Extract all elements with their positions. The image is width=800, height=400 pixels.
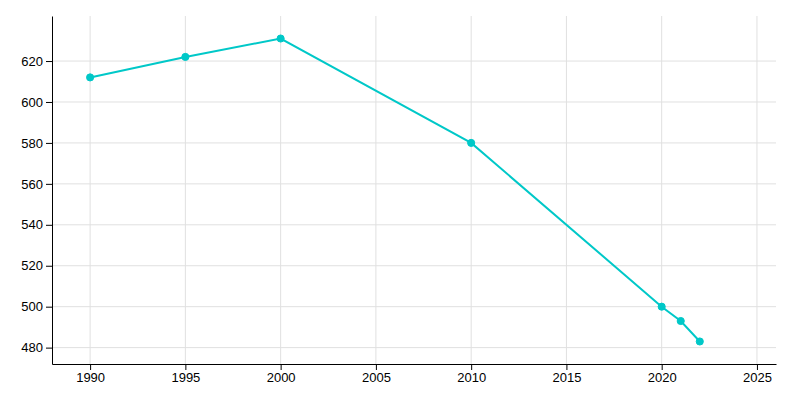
x-tick-mark [566,364,567,370]
y-tick-label: 480 [21,340,43,355]
y-tick: 620 [21,54,52,69]
x-tick-mark [90,364,91,370]
marker [696,338,703,345]
chart-svg: 1990 1995 2000 2005 2010 2015 2020 2025 480 500 52… [0,0,800,400]
y-tick-mark [46,266,52,267]
x-tick: 2015 [552,364,581,385]
y-tick-mark [46,61,52,62]
grid [52,16,776,364]
y-tick: 560 [21,177,52,192]
marker [87,74,94,81]
y-grid-line [52,183,776,184]
y-tick-label: 620 [21,54,43,69]
x-tick: 2025 [743,364,772,385]
x-grid-line [375,16,376,364]
x-grid-line [90,16,91,364]
y-tick-mark [46,348,52,349]
x-grid-line [566,16,567,364]
y-grid-line [52,142,776,143]
x-grid-line [185,16,186,364]
x-grid-line [661,16,662,364]
chart-container: 1990 1995 2000 2005 2010 2015 2020 2025 480 500 52… [0,0,800,400]
line [90,39,700,342]
y-tick: 500 [21,299,52,314]
y-tick-label: 520 [21,258,43,273]
marker [182,53,189,60]
y-tick: 480 [21,340,52,355]
marker [468,139,475,146]
x-tick-mark [757,364,758,370]
y-tick-label: 560 [21,177,43,192]
y-tick-mark [46,225,52,226]
x-axis-line [53,364,777,365]
y-grid-line [52,265,776,266]
x-grid-line [471,16,472,364]
y-grid-line [52,306,776,307]
y-tick-mark [46,102,52,103]
x-tick-label: 2005 [362,370,391,385]
marker [277,35,284,42]
x-tick: 2005 [362,364,391,385]
marker [677,317,684,324]
x-tick: 1990 [76,364,105,385]
x-tick-label: 1990 [76,370,105,385]
x-tick: 2010 [457,364,486,385]
x-tick: 1995 [171,364,200,385]
x-grid-line [756,16,757,364]
plot-area: 1990 1995 2000 2005 2010 2015 2020 2025 480 500 52… [21,16,776,385]
y-tick: 580 [21,136,52,151]
y-tick: 600 [21,95,52,110]
y-grid-line [52,101,776,102]
x-tick-mark [281,364,282,370]
x-tick-mark [185,364,186,370]
x-tick-mark [376,364,377,370]
y-tick-mark [46,184,52,185]
x-tick-label: 2015 [552,370,581,385]
x-tick-mark [662,364,663,370]
x-tick: 2020 [648,364,677,385]
x-tick-label: 2000 [267,370,296,385]
y-grid-line [52,224,776,225]
series [87,35,704,345]
y-tick: 520 [21,258,52,273]
x-tick-label: 2025 [743,370,772,385]
x-tick-label: 2010 [457,370,486,385]
y-axis: 480 500 520 540 560 580 600 620 [21,17,52,365]
y-tick-mark [46,307,52,308]
x-tick: 2000 [267,364,296,385]
y-grid-line [52,347,776,348]
x-tick-label: 1995 [171,370,200,385]
x-grid-line [280,16,281,364]
y-tick-label: 600 [21,95,43,110]
y-tick-label: 580 [21,136,43,151]
y-tick-label: 540 [21,217,43,232]
x-axis: 1990 1995 2000 2005 2010 2015 2020 2025 [53,364,777,385]
marker [658,303,665,310]
y-tick-label: 500 [21,299,43,314]
y-tick-mark [46,143,52,144]
y-tick: 540 [21,217,52,232]
y-axis-line [52,17,53,365]
x-tick-label: 2020 [648,370,677,385]
x-tick-mark [471,364,472,370]
